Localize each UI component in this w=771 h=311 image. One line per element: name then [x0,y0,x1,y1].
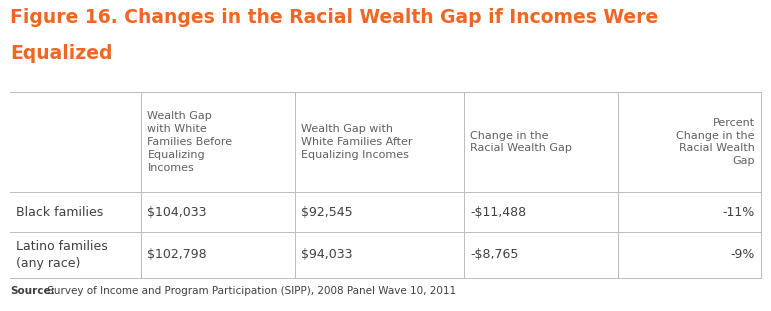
Text: $104,033: $104,033 [147,206,207,219]
Text: Latino families
(any race): Latino families (any race) [16,240,108,270]
Text: -11%: -11% [722,206,755,219]
Text: Equalized: Equalized [10,44,113,63]
Text: Survey of Income and Program Participation (SIPP), 2008 Panel Wave 10, 2011: Survey of Income and Program Participati… [44,286,456,296]
Text: -$8,765: -$8,765 [470,248,519,262]
Text: Percent
Change in the
Racial Wealth
Gap: Percent Change in the Racial Wealth Gap [676,118,755,166]
Text: Source:: Source: [10,286,55,296]
Text: Figure 16. Changes in the Racial Wealth Gap if Incomes Were: Figure 16. Changes in the Racial Wealth … [10,8,658,27]
Text: Black families: Black families [16,206,103,219]
Text: Wealth Gap
with White
Families Before
Equalizing
Incomes: Wealth Gap with White Families Before Eq… [147,111,233,173]
Text: Wealth Gap with
White Families After
Equalizing Incomes: Wealth Gap with White Families After Equ… [301,124,413,160]
Text: $92,545: $92,545 [301,206,353,219]
Text: -9%: -9% [731,248,755,262]
Text: Change in the
Racial Wealth Gap: Change in the Racial Wealth Gap [470,131,572,153]
Text: -$11,488: -$11,488 [470,206,527,219]
Text: $102,798: $102,798 [147,248,207,262]
Text: $94,033: $94,033 [301,248,353,262]
